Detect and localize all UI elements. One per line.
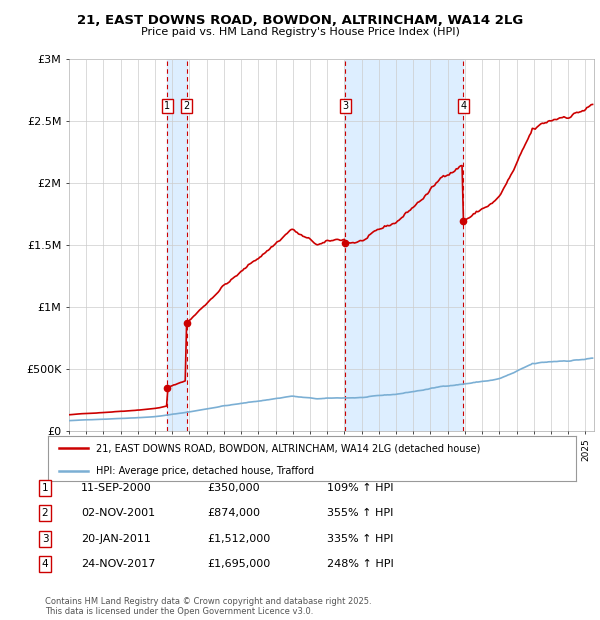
Text: 21, EAST DOWNS ROAD, BOWDON, ALTRINCHAM, WA14 2LG (detached house): 21, EAST DOWNS ROAD, BOWDON, ALTRINCHAM,…	[95, 443, 480, 453]
Text: £1,512,000: £1,512,000	[207, 534, 270, 544]
Text: 20-JAN-2011: 20-JAN-2011	[81, 534, 151, 544]
Text: Contains HM Land Registry data © Crown copyright and database right 2025.: Contains HM Land Registry data © Crown c…	[45, 597, 371, 606]
Text: 24-NOV-2017: 24-NOV-2017	[81, 559, 155, 569]
Text: 4: 4	[460, 101, 466, 111]
Text: 3: 3	[41, 534, 49, 544]
Text: 109% ↑ HPI: 109% ↑ HPI	[327, 483, 394, 493]
Text: 3: 3	[342, 101, 349, 111]
Text: £350,000: £350,000	[207, 483, 260, 493]
Text: 02-NOV-2001: 02-NOV-2001	[81, 508, 155, 518]
Text: 335% ↑ HPI: 335% ↑ HPI	[327, 534, 394, 544]
Bar	[345, 59, 463, 431]
Text: 2: 2	[41, 508, 49, 518]
Text: 355% ↑ HPI: 355% ↑ HPI	[327, 508, 394, 518]
Text: 2: 2	[184, 101, 190, 111]
Text: HPI: Average price, detached house, Trafford: HPI: Average price, detached house, Traf…	[95, 466, 314, 476]
Text: Price paid vs. HM Land Registry's House Price Index (HPI): Price paid vs. HM Land Registry's House …	[140, 27, 460, 37]
Text: This data is licensed under the Open Government Licence v3.0.: This data is licensed under the Open Gov…	[45, 607, 313, 616]
Text: 21, EAST DOWNS ROAD, BOWDON, ALTRINCHAM, WA14 2LG: 21, EAST DOWNS ROAD, BOWDON, ALTRINCHAM,…	[77, 14, 523, 27]
Text: £874,000: £874,000	[207, 508, 260, 518]
Text: 1: 1	[41, 483, 49, 493]
Text: 248% ↑ HPI: 248% ↑ HPI	[327, 559, 394, 569]
Text: 1: 1	[164, 101, 170, 111]
Text: 11-SEP-2000: 11-SEP-2000	[81, 483, 152, 493]
Text: 4: 4	[41, 559, 49, 569]
Bar	[167, 59, 187, 431]
Text: £1,695,000: £1,695,000	[207, 559, 270, 569]
